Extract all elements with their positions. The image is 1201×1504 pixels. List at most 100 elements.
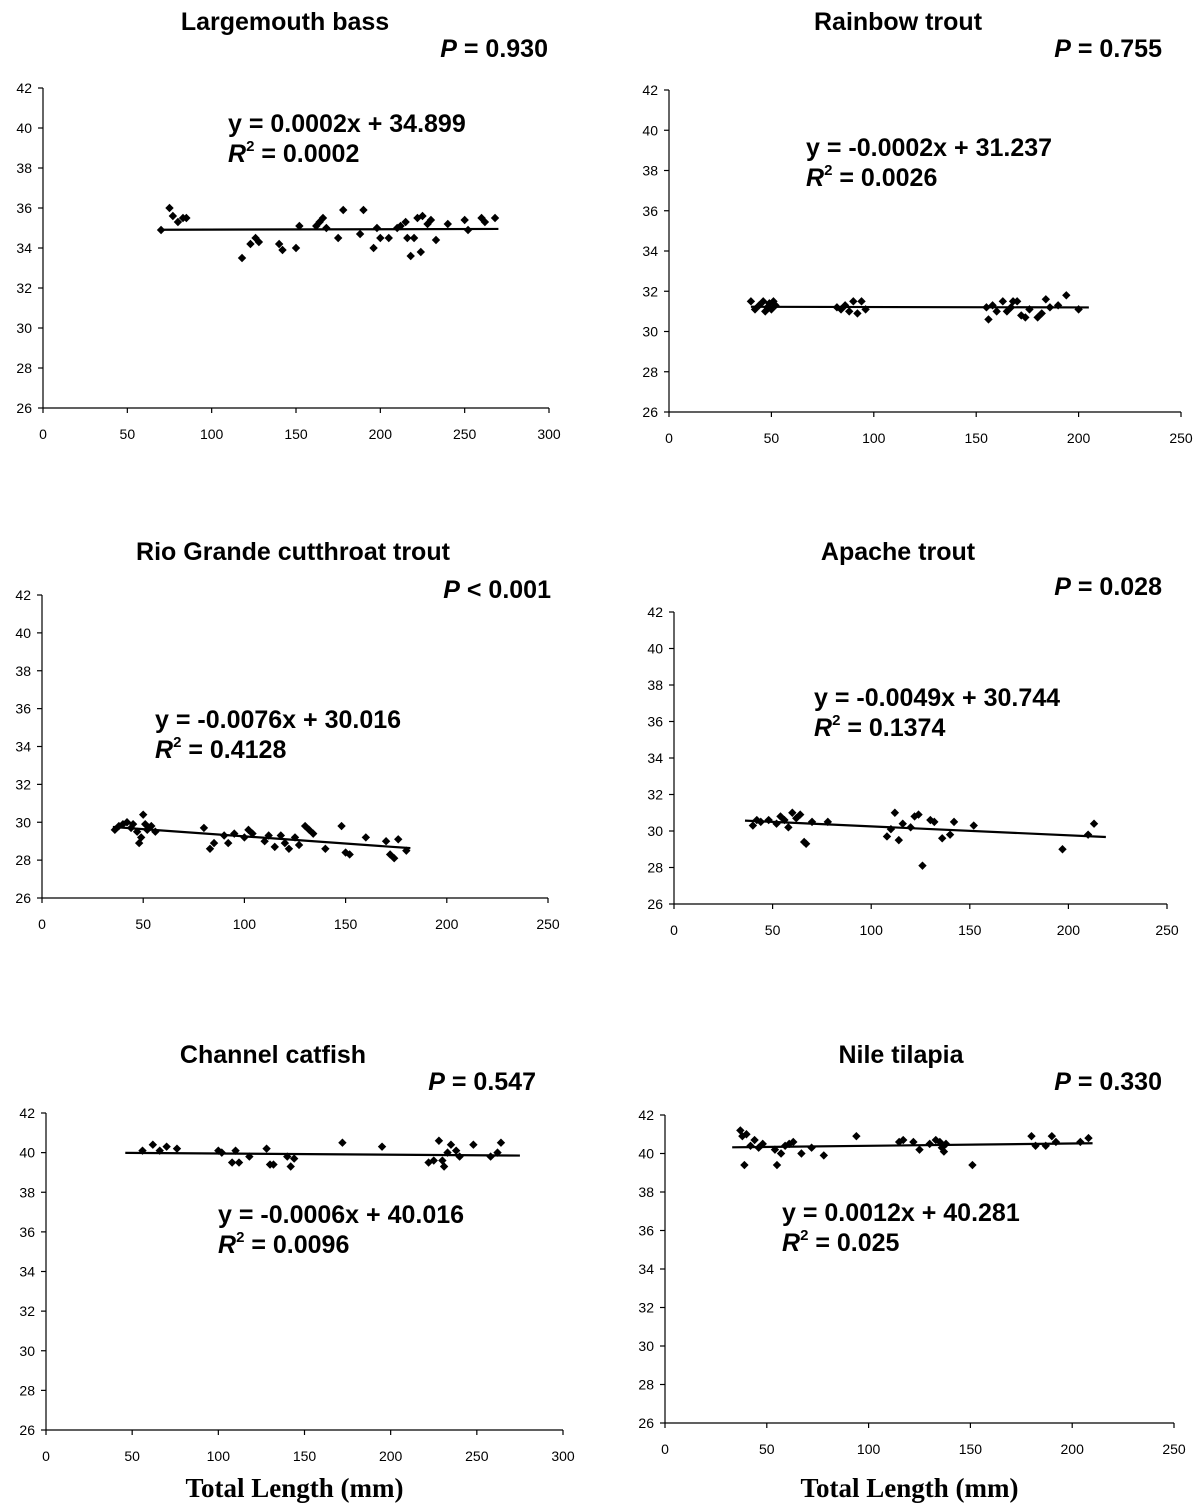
y-tick-label: 28 <box>15 852 31 868</box>
y-tick-label: 40 <box>16 120 32 136</box>
data-point <box>491 214 499 222</box>
data-point <box>394 835 402 843</box>
x-tick-label: 250 <box>1169 430 1193 446</box>
data-point <box>747 297 755 305</box>
x-tick-label: 50 <box>124 1448 140 1464</box>
x-tick-label: 200 <box>1057 922 1081 938</box>
data-point <box>460 216 468 224</box>
x-tick-label: 0 <box>42 1448 50 1464</box>
data-point <box>999 297 1007 305</box>
x-tick-label: 50 <box>120 426 136 442</box>
data-point <box>1027 1132 1035 1140</box>
regression-equation: y = -0.0076x + 30.016 <box>155 706 401 734</box>
y-tick-label: 28 <box>638 1377 654 1393</box>
y-tick-label: 36 <box>19 1224 35 1240</box>
data-point <box>946 830 954 838</box>
data-point <box>740 1161 748 1169</box>
data-point <box>262 1144 270 1152</box>
y-tick-label: 34 <box>16 240 32 256</box>
regression-equation: y = -0.0006x + 40.016 <box>218 1201 464 1229</box>
y-tick-label: 34 <box>15 739 31 755</box>
data-point <box>772 820 780 828</box>
x-tick-label: 100 <box>207 1448 231 1464</box>
data-point <box>970 821 978 829</box>
x-tick-label: 200 <box>1061 1441 1085 1457</box>
p-value-label: P = 0.547 <box>428 1068 536 1096</box>
data-point <box>369 244 377 252</box>
data-point <box>200 824 208 832</box>
x-tick-label: 0 <box>38 916 46 932</box>
panel-rainbow-trout: Rainbow troutP = 0.755262830323436384042… <box>642 8 1192 446</box>
data-point <box>339 206 347 214</box>
data-point <box>992 307 1000 315</box>
data-point <box>915 1145 923 1153</box>
y-tick-label: 28 <box>19 1382 35 1398</box>
data-point <box>321 845 329 853</box>
data-point <box>852 1132 860 1140</box>
y-tick-label: 40 <box>642 122 658 138</box>
r-squared-label: R2 = 0.0026 <box>806 162 937 192</box>
data-point <box>950 818 958 826</box>
data-point <box>784 823 792 831</box>
x-tick-label: 0 <box>661 1441 669 1457</box>
x-tick-label: 150 <box>284 426 308 442</box>
data-point <box>1076 1138 1084 1146</box>
y-tick-label: 38 <box>638 1184 654 1200</box>
y-tick-label: 28 <box>16 360 32 376</box>
data-point <box>382 837 390 845</box>
data-point <box>807 1144 815 1152</box>
data-point <box>444 220 452 228</box>
data-point <box>432 236 440 244</box>
y-tick-label: 40 <box>19 1145 35 1161</box>
data-point <box>169 212 177 220</box>
y-tick-label: 34 <box>647 750 663 766</box>
x-tick-label: 100 <box>200 426 224 442</box>
y-tick-label: 34 <box>19 1264 35 1280</box>
data-point <box>162 1142 170 1150</box>
data-point <box>359 206 367 214</box>
data-point <box>1062 291 1070 299</box>
y-tick-label: 40 <box>15 625 31 641</box>
x-tick-label: 100 <box>862 430 886 446</box>
r-squared-label: R2 = 0.0096 <box>218 1229 349 1259</box>
data-point <box>464 226 472 234</box>
y-tick-label: 30 <box>16 320 32 336</box>
data-point <box>447 1141 455 1149</box>
data-point <box>469 1141 477 1149</box>
x-tick-label: 200 <box>379 1448 403 1464</box>
y-tick-label: 36 <box>647 714 663 730</box>
y-tick-label: 38 <box>647 677 663 693</box>
chart-title: Apache trout <box>821 538 976 566</box>
panel-rio-grande-cutthroat-trout: Rio Grande cutthroat trout P < 0.001 26 28 3… <box>15 538 559 932</box>
data-point <box>417 248 425 256</box>
data-point <box>362 833 370 841</box>
y-tick-label: 32 <box>19 1303 35 1319</box>
data-point <box>406 252 414 260</box>
data-point <box>149 1141 157 1149</box>
data-point <box>1084 1134 1092 1142</box>
data-point <box>410 234 418 242</box>
data-point <box>1042 295 1050 303</box>
y-tick-label: 42 <box>19 1105 35 1121</box>
y-tick-label: 38 <box>19 1184 35 1200</box>
data-point <box>797 1149 805 1157</box>
y-tick-label: 26 <box>638 1415 654 1431</box>
y-tick-label: 34 <box>638 1261 654 1277</box>
y-tick-label: 26 <box>15 890 31 906</box>
y-tick-label: 36 <box>15 701 31 717</box>
p-value-label: P = 0.930 <box>440 35 548 63</box>
y-tick-label: 32 <box>642 283 658 299</box>
data-point <box>440 1162 448 1170</box>
data-point <box>764 816 772 824</box>
y-tick-label: 30 <box>15 814 31 830</box>
y-tick-label: 26 <box>16 400 32 416</box>
data-point <box>224 839 232 847</box>
panel-channel-catfish: Channel catfish P = 0.547 26 28 30 32 34 36 38 40… <box>19 1041 574 1503</box>
data-point <box>773 1161 781 1169</box>
data-point <box>938 834 946 842</box>
x-tick-label: 250 <box>1155 922 1179 938</box>
data-point <box>287 1162 295 1170</box>
p-value-label: P = 0.755 <box>1054 35 1162 63</box>
data-point <box>984 315 992 323</box>
data-point <box>373 224 381 232</box>
